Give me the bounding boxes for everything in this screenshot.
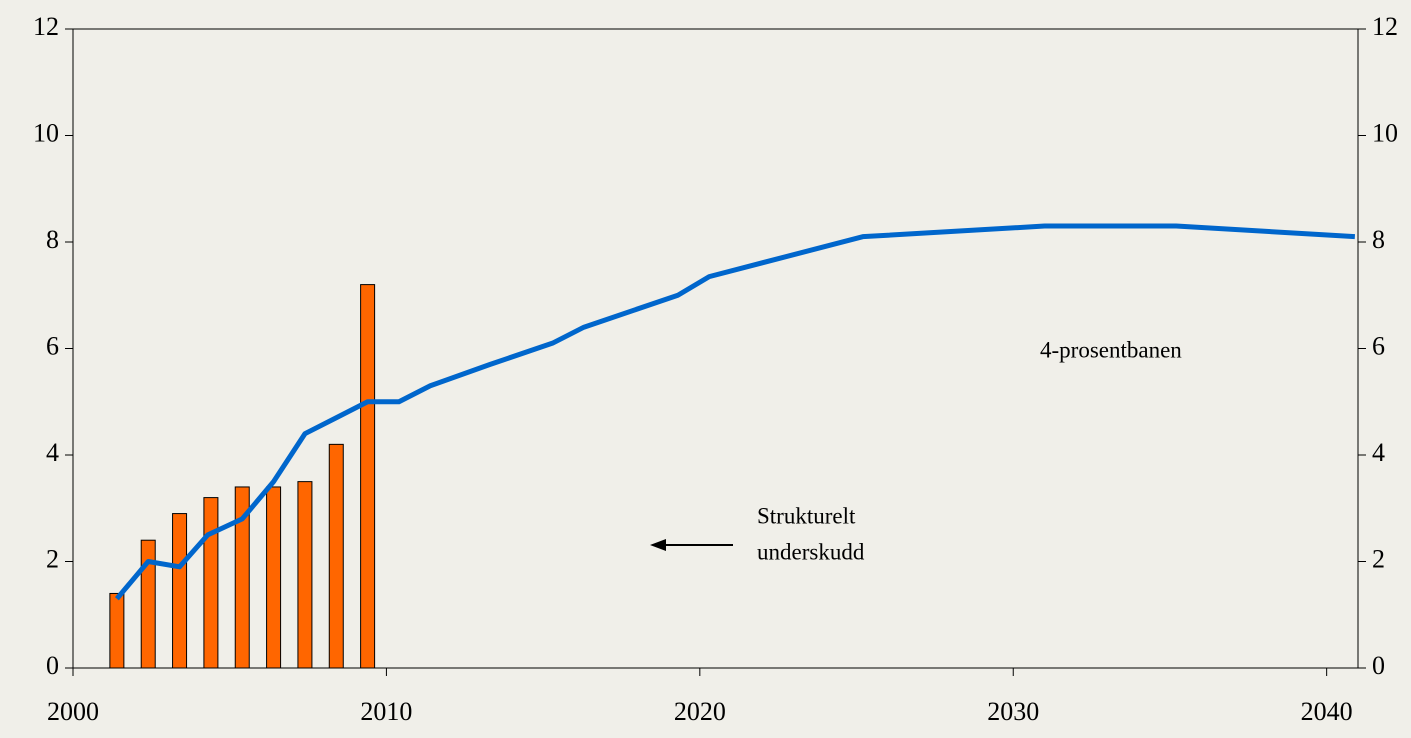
bar (266, 486, 282, 669)
y2-tick-label: 0 (1372, 651, 1385, 680)
line (114, 223, 1356, 601)
y-tick-label: 12 (33, 12, 59, 41)
annotation-arrowhead (650, 539, 666, 551)
bar (360, 284, 376, 669)
y2-tick-label: 10 (1372, 118, 1398, 147)
y2-tick-label: 2 (1372, 544, 1385, 573)
x-tick-label: 2000 (47, 697, 99, 726)
bar (297, 481, 313, 669)
annotation: underskudd (757, 539, 865, 564)
bar (234, 486, 250, 669)
y-tick-label: 2 (46, 544, 59, 573)
bar (109, 592, 125, 669)
bar (328, 443, 344, 669)
bar (172, 513, 188, 669)
y-tick-label: 8 (46, 225, 59, 254)
y2-tick-label: 4 (1372, 438, 1385, 467)
y-tick-label: 10 (33, 118, 59, 147)
bar (203, 497, 219, 669)
y-tick-label: 6 (46, 331, 59, 360)
y-tick-label: 0 (46, 651, 59, 680)
y2-tick-label: 6 (1372, 331, 1385, 360)
x-tick-label: 2030 (987, 697, 1039, 726)
x-tick-label: 2010 (360, 697, 412, 726)
x-tick-label: 2020 (674, 697, 726, 726)
x-tick-label: 2040 (1301, 697, 1353, 726)
y2-tick-label: 8 (1372, 225, 1385, 254)
y-tick-label: 4 (46, 438, 59, 467)
annotation: Strukturelt (757, 503, 856, 528)
y2-tick-label: 12 (1372, 12, 1398, 41)
bar (140, 539, 156, 669)
annotation: 4-prosentbanen (1040, 337, 1182, 362)
